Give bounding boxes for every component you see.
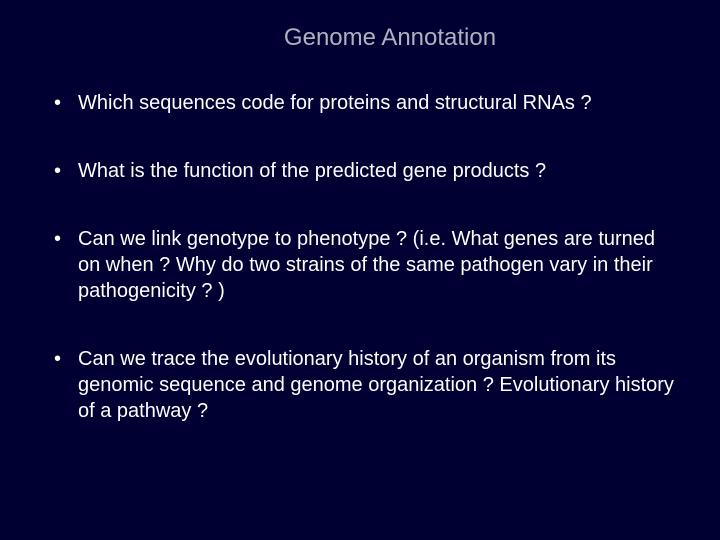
bullet-list: Which sequences code for proteins and st… bbox=[40, 90, 680, 424]
list-item: Can we link genotype to phenotype ? (i.e… bbox=[50, 226, 680, 304]
slide-title: Genome Annotation bbox=[100, 24, 680, 52]
list-item: Which sequences code for proteins and st… bbox=[50, 90, 680, 116]
list-item: What is the function of the predicted ge… bbox=[50, 158, 680, 184]
list-item: Can we trace the evolutionary history of… bbox=[50, 346, 680, 424]
